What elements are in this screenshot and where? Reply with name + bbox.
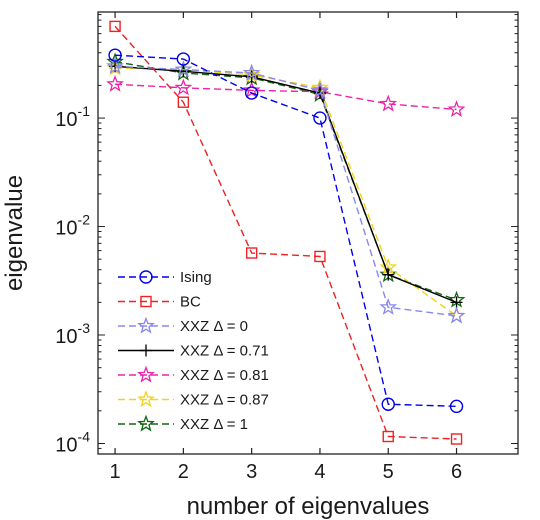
legend-label: BC <box>180 294 201 311</box>
data-point <box>313 111 327 125</box>
data-point <box>314 250 326 263</box>
y-axis-ticks: 10-1 10-2 10-3 10-4 <box>55 14 518 456</box>
legend-marker <box>137 390 155 408</box>
legend-marker <box>139 270 153 284</box>
x-axis-title: number of eigenvalues <box>187 493 430 520</box>
x-tick-label: 4 <box>314 461 325 483</box>
y-tick-label: 10-3 <box>55 320 90 348</box>
legend-marker <box>137 414 155 432</box>
legend-label: XXZ Δ = 0.81 <box>180 367 269 384</box>
x-tick-label: 5 <box>383 461 394 483</box>
data-point <box>381 397 395 411</box>
data-point <box>108 48 122 62</box>
data-point <box>177 96 190 108</box>
data-point <box>177 65 190 78</box>
data-point <box>311 81 329 98</box>
data-point <box>245 247 258 259</box>
series-line <box>115 83 457 111</box>
data-point <box>379 94 398 112</box>
y-axis-title: eigenvalue <box>1 175 28 291</box>
data-point <box>382 268 395 281</box>
data-point <box>450 433 463 445</box>
series-line <box>115 54 457 408</box>
data-point <box>109 20 121 33</box>
legend-entry: XXZ Δ = 0.71 <box>118 343 269 360</box>
legend-label: XXZ Δ = 0.71 <box>180 343 269 360</box>
legend-entry: XXZ Δ = 0 <box>118 316 248 335</box>
data-point <box>106 74 124 92</box>
legend-entry: XXZ Δ = 0.81 <box>118 365 269 384</box>
legend-label: XXZ Δ = 0.87 <box>180 392 269 409</box>
x-tick-label: 2 <box>178 461 189 483</box>
legend-marker <box>140 295 152 308</box>
y-tick-label: 10-1 <box>55 103 90 131</box>
legend: Ising BC XXZ Δ = 0 XXZ Δ = 0.71 XXZ Δ = 0.81… <box>118 269 269 433</box>
series-0 <box>108 48 464 414</box>
data-point <box>382 430 394 443</box>
data-point <box>449 399 464 414</box>
legend-entry: XXZ Δ = 0.87 <box>118 390 269 409</box>
data-point <box>174 78 193 96</box>
data-point <box>176 52 191 66</box>
data-point <box>244 86 259 100</box>
data-point <box>450 296 463 309</box>
data-point <box>106 56 124 74</box>
legend-marker <box>140 344 152 357</box>
x-axis-ticks: 1 2 3 4 5 6 <box>110 12 462 483</box>
x-tick-label: 1 <box>110 461 121 483</box>
series-line <box>114 25 457 440</box>
legend-label: Ising <box>180 269 212 286</box>
x-tick-label: 3 <box>246 461 257 483</box>
series-line <box>115 65 457 304</box>
legend-entry: XXZ Δ = 1 <box>118 414 248 433</box>
legend-entry: Ising <box>118 269 212 286</box>
y-tick-label: 10-4 <box>55 428 90 456</box>
data-point <box>174 60 193 78</box>
legend-entry: BC <box>118 294 201 311</box>
legend-label: XXZ Δ = 1 <box>180 416 248 433</box>
legend-label: XXZ Δ = 0 <box>180 318 248 335</box>
data-point <box>379 297 398 315</box>
x-tick-label: 6 <box>451 461 462 483</box>
series-layer <box>106 20 466 445</box>
data-point <box>242 63 261 81</box>
series-2 <box>106 56 466 324</box>
data-point <box>447 100 466 118</box>
series-line <box>115 65 457 317</box>
data-point <box>447 306 466 324</box>
series-1 <box>109 20 463 445</box>
y-tick-label: 10-2 <box>55 212 90 240</box>
legend-marker <box>137 316 155 334</box>
legend-marker <box>137 365 155 383</box>
